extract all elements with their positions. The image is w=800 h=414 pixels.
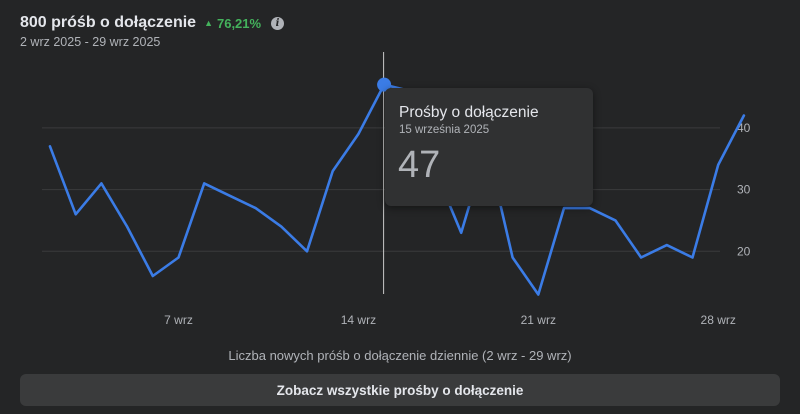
see-all-requests-button[interactable]: Zobacz wszystkie prośby o dołączenie	[20, 374, 780, 406]
tooltip-date: 15 września 2025	[399, 124, 490, 136]
chart-caption: Liczba nowych próśb o dołączenie dzienni…	[228, 348, 572, 363]
x-tick-label: 7 wrz	[164, 313, 193, 327]
trend-percentage: 76,21%	[216, 15, 262, 31]
x-tick-label: 21 wrz	[521, 313, 556, 327]
x-tick-label: 28 wrz	[701, 313, 736, 327]
y-tick-label: 20	[737, 244, 751, 258]
info-icon[interactable]: i	[271, 16, 285, 30]
x-tick-label: 14 wrz	[341, 313, 376, 327]
card-header: 800 próśb o dołączenie ▲ 76,21% i 2 wrz …	[20, 14, 285, 49]
title-row: 800 próśb o dołączenie ▲ 76,21% i	[20, 14, 285, 32]
trend-up-arrow-icon: ▲	[204, 18, 213, 28]
y-tick-label: 30	[737, 183, 751, 197]
date-range: 2 wrz 2025 - 29 wrz 2025	[20, 35, 161, 49]
trend-badge: ▲ 76,21%	[204, 16, 261, 31]
chart-tooltip: Prośby o dołączenie 15 września 2025 47	[385, 88, 593, 206]
card-title: 800 próśb o dołączenie	[20, 14, 197, 31]
tooltip-value: 47	[398, 144, 441, 186]
series-line	[48, 83, 746, 296]
tooltip-title: Prośby o dołączenie	[399, 104, 539, 121]
